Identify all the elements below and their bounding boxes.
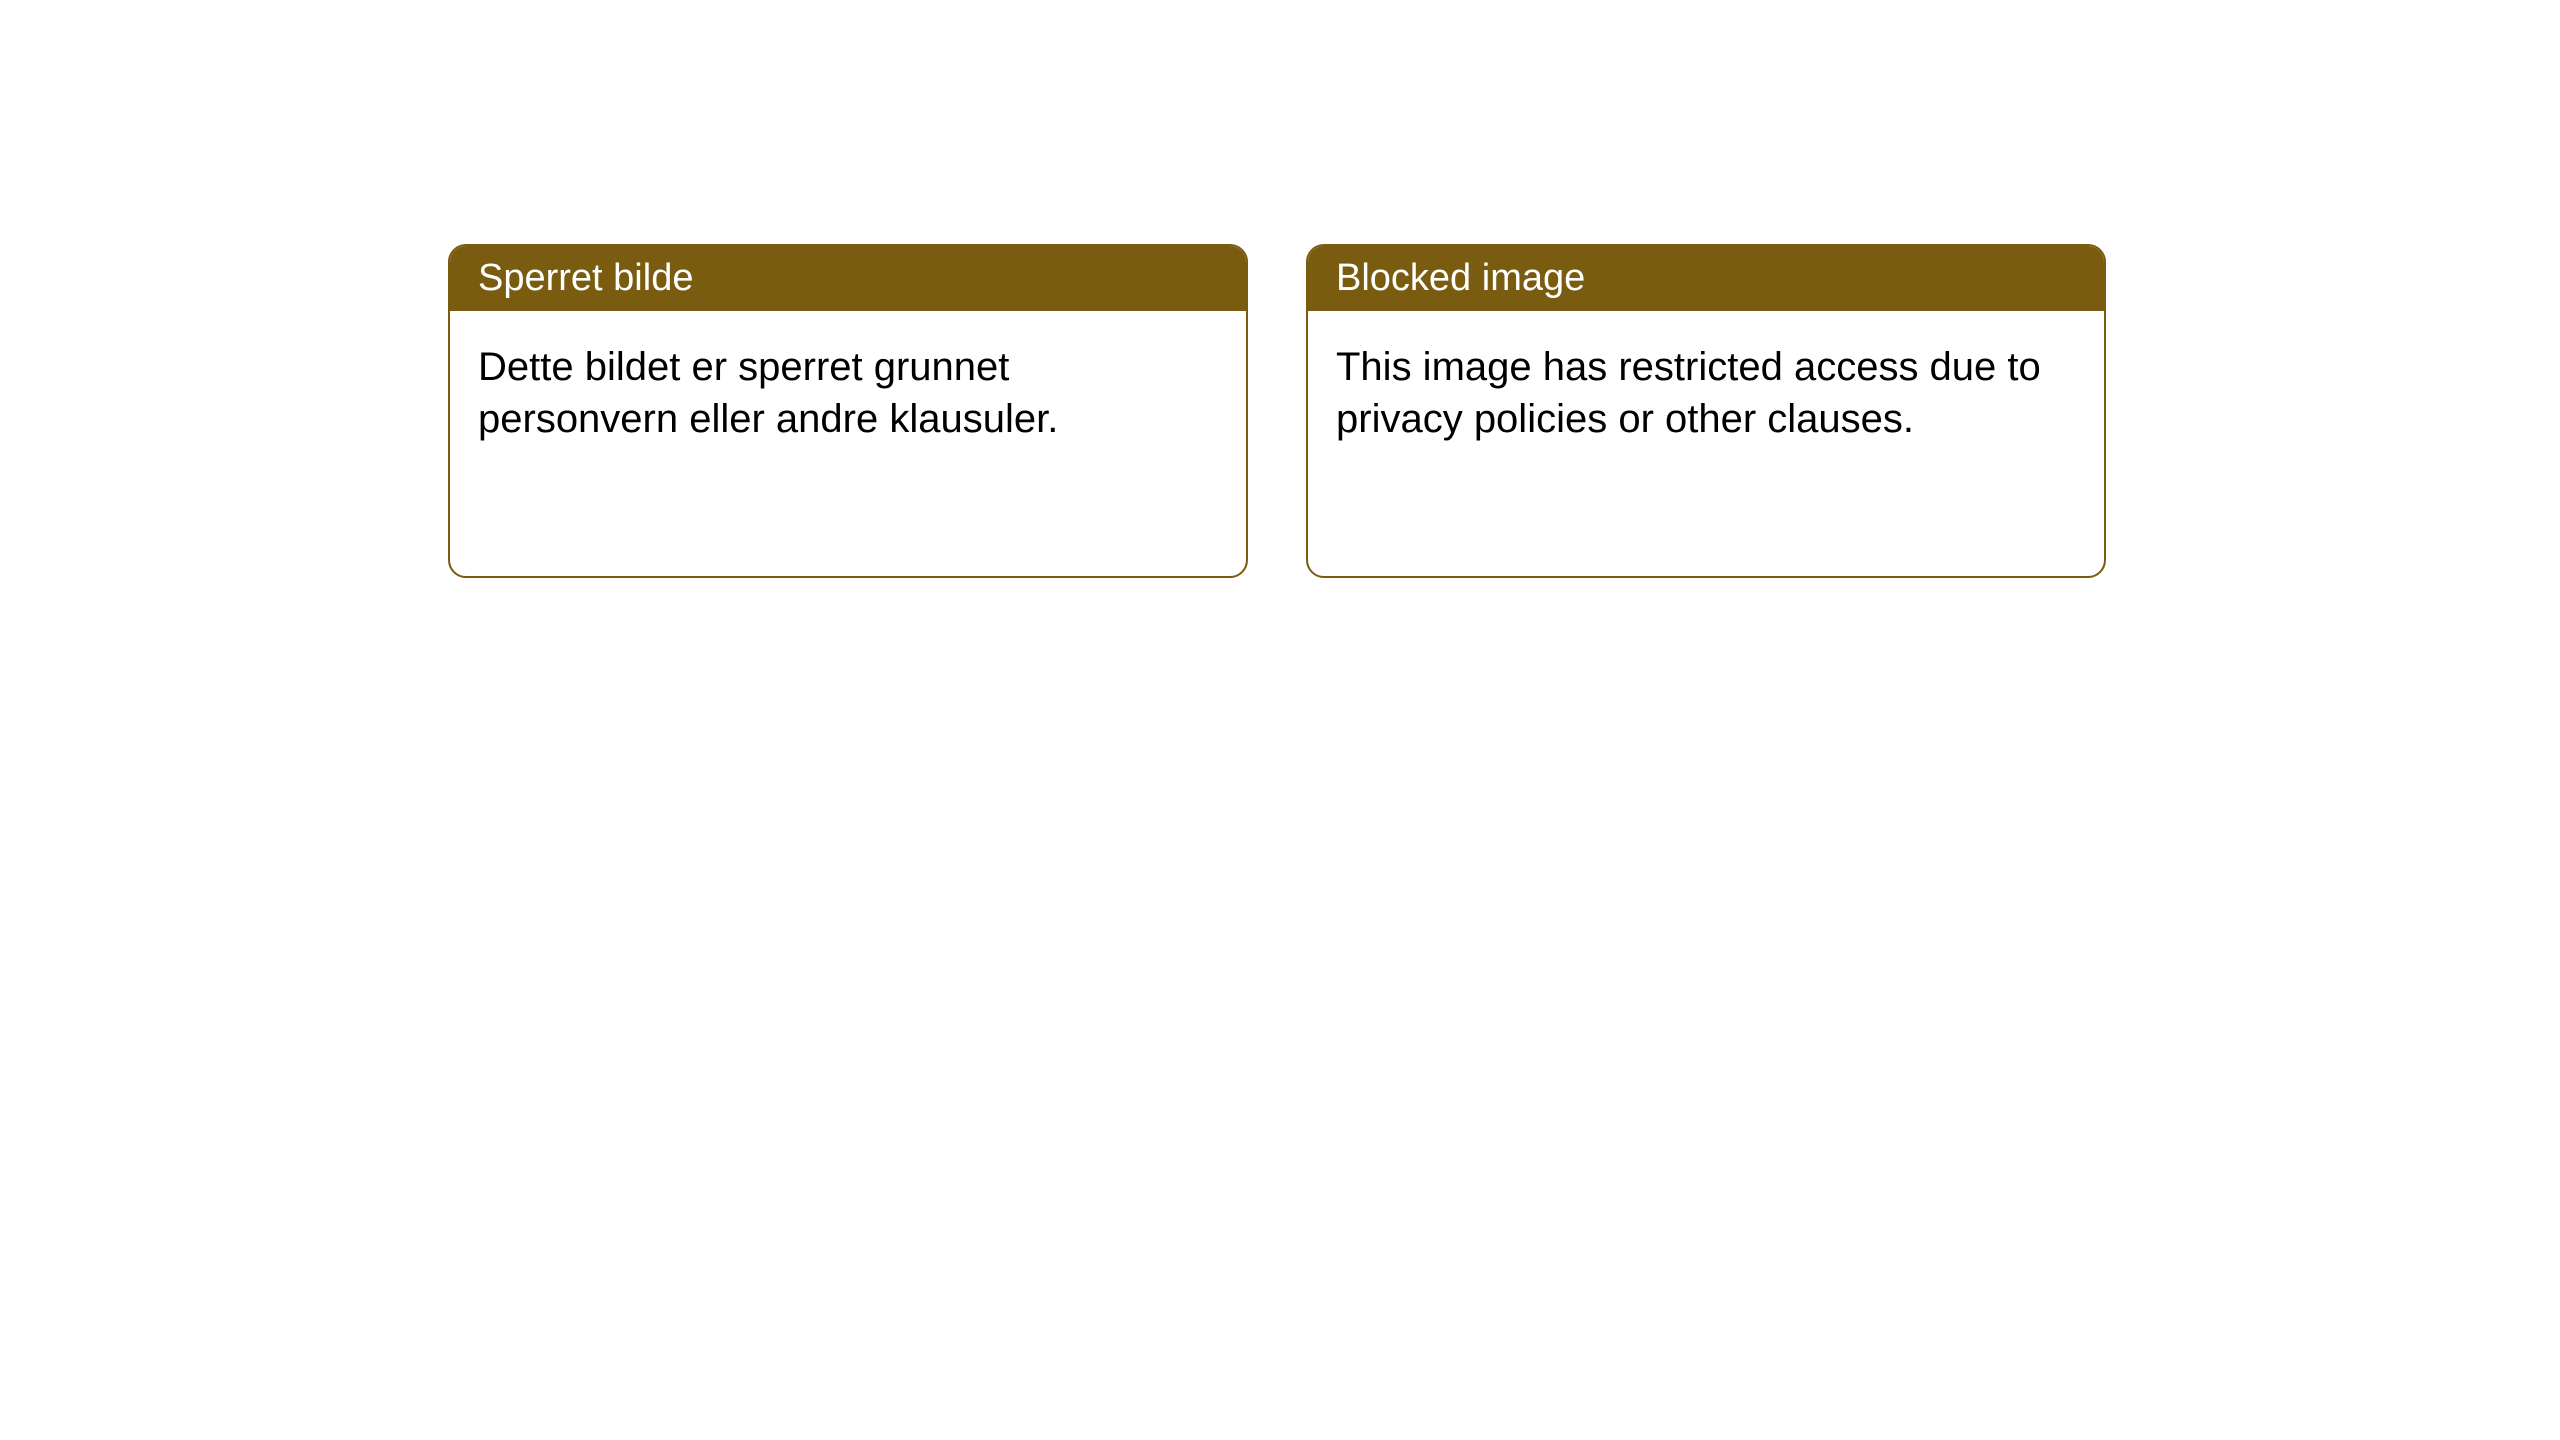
- notice-body: This image has restricted access due to …: [1308, 311, 2104, 475]
- notice-card-english: Blocked image This image has restricted …: [1306, 244, 2106, 578]
- notice-header: Blocked image: [1308, 246, 2104, 311]
- notice-card-norwegian: Sperret bilde Dette bildet er sperret gr…: [448, 244, 1248, 578]
- notice-container: Sperret bilde Dette bildet er sperret gr…: [448, 244, 2106, 578]
- notice-header: Sperret bilde: [450, 246, 1246, 311]
- notice-body: Dette bildet er sperret grunnet personve…: [450, 311, 1246, 475]
